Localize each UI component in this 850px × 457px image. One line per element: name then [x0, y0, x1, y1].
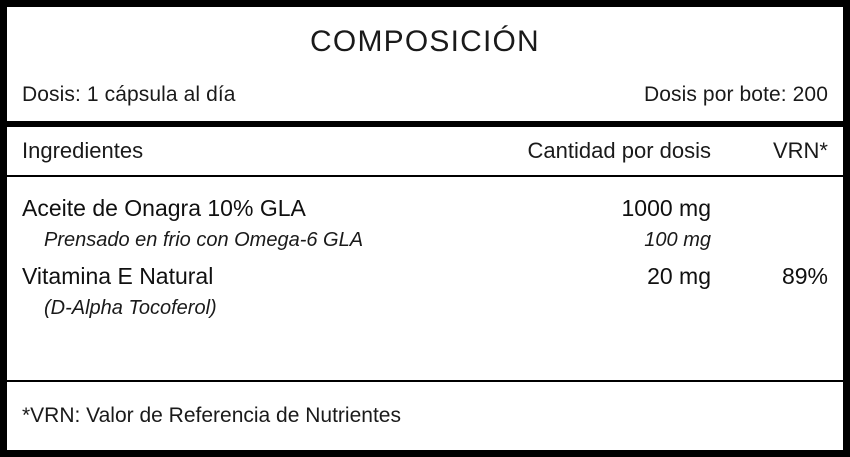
ingredient-name: Prensado en frio con Omega-6 GLA [44, 229, 364, 251]
vrn-footnote: *VRN: Valor de Referencia de Nutrientes [22, 404, 401, 427]
doses-per-bottle-label: Dosis por bote: 200 [643, 83, 828, 106]
panel-inner: COMPOSICIÓN Dosis: 1 cápsula al día Dosi… [7, 7, 843, 450]
table-row: (D-Alpha Tocoferol) [22, 297, 828, 329]
dose-per-day-label: Dosis: 1 cápsula al día [22, 83, 236, 106]
column-header-divider [7, 175, 843, 177]
ingredient-vrn: 89% [781, 263, 828, 289]
footnote-divider [7, 380, 843, 382]
ingredient-amount: 20 mg [647, 263, 711, 289]
table-row: Vitamina E Natural 20 mg 89% [22, 263, 828, 295]
panel-title: COMPOSICIÓN [310, 25, 540, 58]
ingredient-name: Aceite de Onagra 10% GLA [22, 195, 306, 221]
table-row: Prensado en frio con Omega-6 GLA 100 mg [22, 229, 828, 261]
column-header-amount: Cantidad por dosis [527, 138, 711, 163]
column-header-vrn: VRN* [772, 138, 828, 163]
ingredient-name: (D-Alpha Tocoferol) [44, 297, 217, 319]
ingredient-rows: Aceite de Onagra 10% GLA 1000 mg Prensad… [7, 177, 843, 380]
ingredient-name: Vitamina E Natural [22, 263, 214, 289]
ingredient-amount: 1000 mg [621, 195, 711, 221]
panel-header-block: COMPOSICIÓN Dosis: 1 cápsula al día Dosi… [7, 7, 843, 121]
dosage-summary-row: Dosis: 1 cápsula al día Dosis por bote: … [14, 83, 836, 107]
ingredient-amount: 100 mg [644, 229, 711, 251]
table-row: Aceite de Onagra 10% GLA 1000 mg [22, 195, 828, 227]
header-divider-thick [7, 121, 843, 127]
column-header-ingredient: Ingredientes [22, 138, 144, 163]
table-column-header: Ingredientes Cantidad por dosis VRN* [7, 127, 843, 175]
